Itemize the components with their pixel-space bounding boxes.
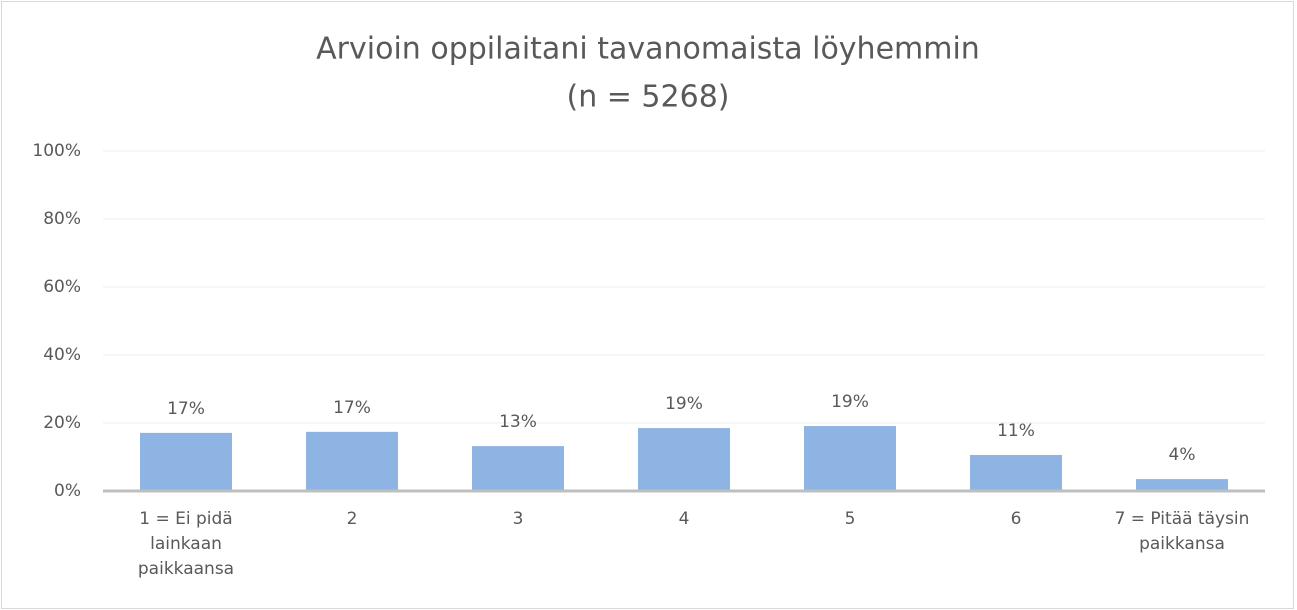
y-tick-label: 100% (32, 141, 81, 161)
bar (638, 428, 730, 491)
y-tick-label: 60% (43, 277, 81, 297)
x-tick-label: 3 (512, 509, 524, 529)
bar (804, 426, 896, 491)
chart-title: Arvioin oppilaitani tavanomaista löyhemm… (316, 32, 980, 67)
x-tick-label: 7 = Pitää täysin paikkansa (1114, 509, 1250, 554)
data-label: 17% (333, 398, 371, 418)
y-tick-label: 20% (43, 413, 81, 433)
chart-subtitle: (n = 5268) (567, 80, 730, 115)
data-label: 19% (665, 394, 703, 414)
bar (140, 432, 232, 491)
data-label: 19% (831, 392, 869, 412)
data-label: 17% (167, 399, 205, 419)
y-tick-label: 80% (43, 209, 81, 229)
bar (970, 454, 1062, 491)
data-label: 11% (997, 421, 1035, 441)
y-tick-label: 40% (43, 345, 81, 365)
bar (306, 431, 398, 491)
data-label: 13% (499, 412, 537, 432)
x-tick-label: 2 (346, 509, 358, 529)
x-tick-label: 6 (1010, 509, 1022, 529)
x-tick-label: 5 (844, 509, 856, 529)
data-label: 4% (1169, 445, 1196, 465)
x-tick-label: 1 = Ei pidä lainkaan paikkaansa (137, 509, 235, 579)
x-tick-label: 4 (678, 509, 690, 529)
bar (1136, 479, 1228, 491)
bar (472, 446, 564, 491)
y-tick-label: 0% (54, 481, 81, 501)
